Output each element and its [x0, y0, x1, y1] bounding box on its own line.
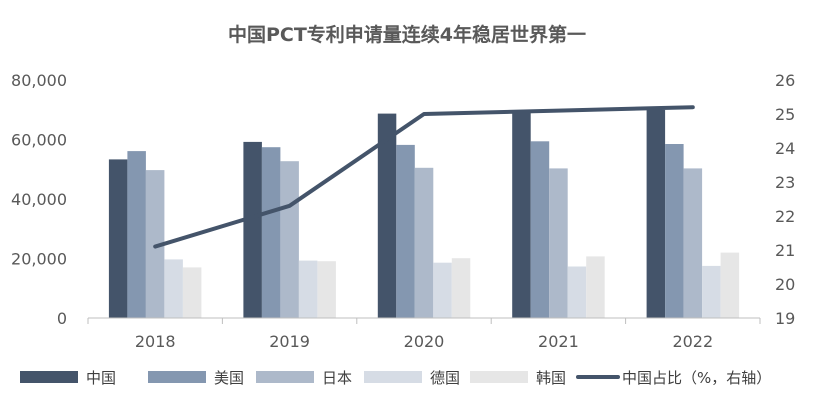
- x-tick-label: 2021: [538, 332, 579, 351]
- bar-2021-美国: [530, 141, 550, 318]
- bar-2021-德国: [567, 266, 587, 318]
- bar-2020-中国: [377, 113, 397, 318]
- x-tick-label: 2019: [269, 332, 310, 351]
- y-right-tick-label: 25: [775, 105, 795, 124]
- y-right-tick-label: 19: [775, 309, 795, 328]
- plot-area: 2018 2019 2020 2021 2022020,00040,00060,0008…: [11, 71, 795, 351]
- legend-item: 美国: [148, 369, 244, 387]
- bar-2022-中国: [646, 109, 666, 319]
- legend-swatch: [470, 371, 528, 383]
- legend-item: 中国占比（%，右轴）: [576, 369, 771, 387]
- bar-2020-韩国: [451, 258, 471, 318]
- bar-2022-韩国: [720, 252, 740, 318]
- bar-2019-美国: [261, 147, 281, 318]
- x-tick-label: 2018: [135, 332, 176, 351]
- bar-2018-中国: [108, 159, 128, 318]
- y-right-tick-label: 23: [775, 173, 795, 192]
- bar-2022-美国: [665, 144, 684, 318]
- x-tick-label: 2022: [672, 332, 713, 351]
- y-left-tick-label: 80,000: [11, 71, 67, 90]
- legend-item: 韩国: [470, 369, 566, 387]
- bar-2020-美国: [396, 144, 415, 318]
- y-right-tick-label: 26: [775, 71, 795, 90]
- bar-2019-德国: [298, 260, 318, 318]
- bar-2021-日本: [549, 168, 568, 318]
- bar-2018-韩国: [182, 267, 202, 318]
- legend-label: 中国: [86, 369, 116, 387]
- bar-2019-韩国: [317, 261, 336, 318]
- bar-2020-日本: [414, 167, 434, 318]
- legend-swatch: [148, 371, 206, 383]
- y-left-tick-label: 20,000: [11, 250, 67, 269]
- legend-label: 中国占比（%，右轴）: [622, 369, 771, 387]
- legend-item: 中国: [20, 369, 116, 387]
- x-tick-label: 2020: [404, 332, 445, 351]
- y-left-tick-label: 0: [57, 309, 67, 328]
- bar-2022-日本: [683, 168, 703, 318]
- bar-2021-中国: [512, 110, 531, 319]
- legend-swatch: [256, 371, 314, 383]
- bar-2022-德国: [702, 265, 721, 318]
- legend-item: 日本: [256, 369, 352, 387]
- y-left-tick-label: 60,000: [11, 131, 67, 150]
- y-right-tick-label: 24: [775, 139, 795, 158]
- bar-2018-日本: [145, 170, 165, 318]
- legend-swatch: [20, 371, 78, 383]
- y-right-tick-label: 21: [775, 241, 795, 260]
- bar-2020-德国: [433, 262, 452, 318]
- legend-label: 德国: [430, 369, 460, 387]
- bar-2018-德国: [164, 259, 183, 318]
- line-中国占比（%，右轴）: [153, 105, 695, 249]
- bar-2018-美国: [127, 151, 146, 318]
- legend-label: 韩国: [536, 369, 566, 387]
- legend: 中国 美国 日本 德国 韩国 中国占比（%，右轴）: [20, 369, 771, 387]
- y-right-tick-label: 22: [775, 207, 795, 226]
- legend-item: 德国: [364, 369, 460, 387]
- y-left-tick-label: 40,000: [11, 190, 67, 209]
- y-right-tick-label: 20: [775, 275, 795, 294]
- legend-label: 日本: [322, 369, 352, 387]
- legend-label: 美国: [214, 369, 244, 387]
- bar-2019-中国: [243, 141, 262, 318]
- legend-swatch: [364, 371, 422, 383]
- bar-2019-日本: [280, 161, 299, 318]
- chart-title: 中国PCT专利申请量连续4年稳居世界第一: [228, 23, 586, 46]
- bar-2021-韩国: [586, 256, 605, 318]
